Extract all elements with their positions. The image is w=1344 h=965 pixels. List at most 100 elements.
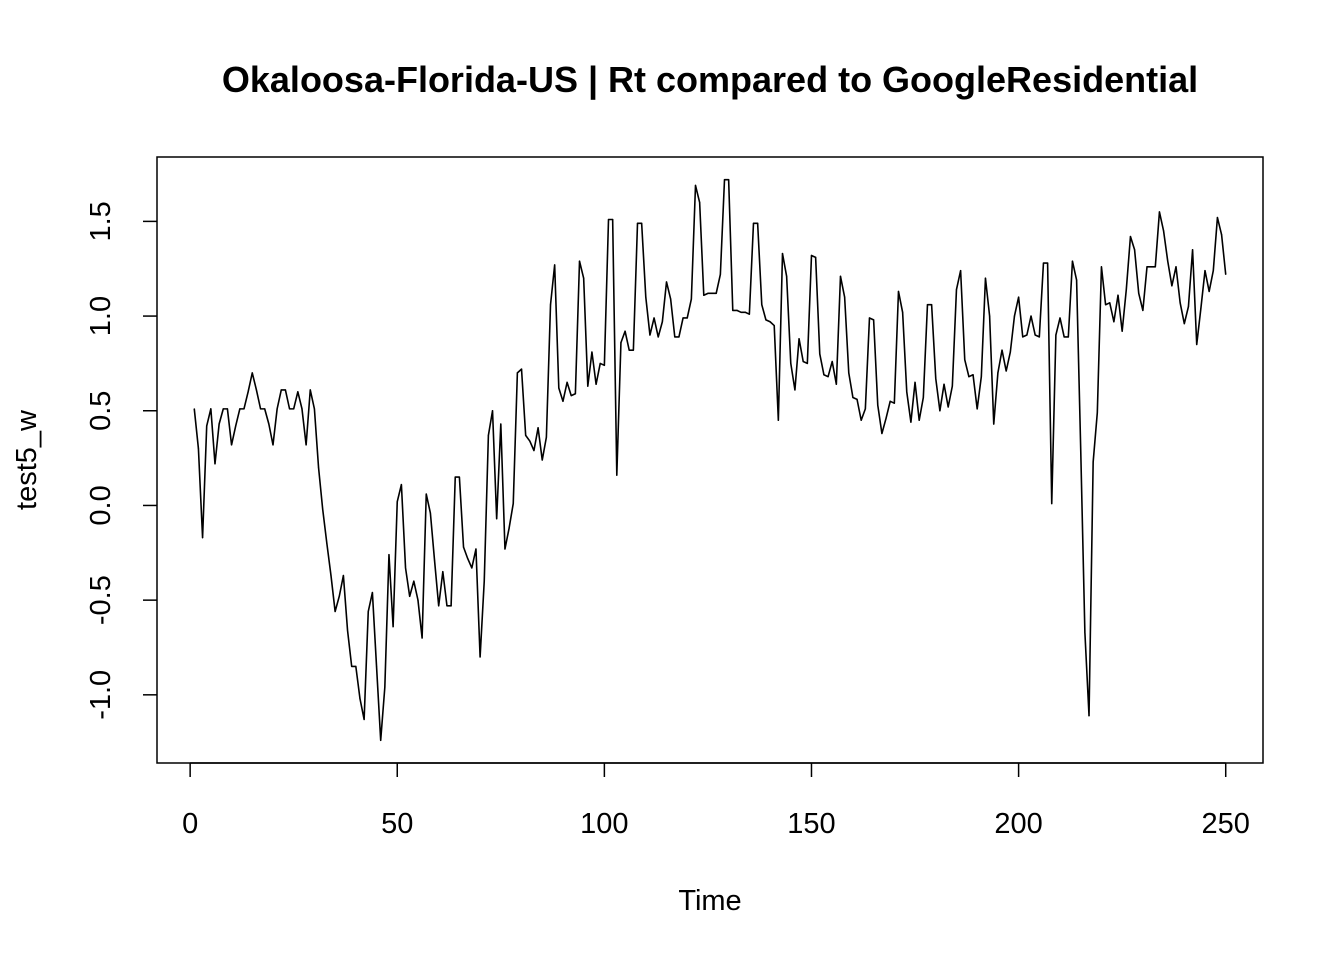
data-point <box>761 304 763 306</box>
data-point <box>206 425 208 427</box>
data-point <box>578 260 581 262</box>
data-point <box>446 605 448 607</box>
data-point <box>906 391 908 393</box>
x-axis-label: Time <box>678 885 741 917</box>
data-point <box>835 383 837 385</box>
data-point <box>533 449 535 452</box>
data-point <box>1150 266 1152 268</box>
y-tick-label: 0.5 <box>85 391 117 431</box>
data-point <box>964 359 966 361</box>
data-point <box>1138 292 1140 294</box>
data-point <box>243 408 245 410</box>
data-point <box>728 179 730 181</box>
data-point <box>367 610 369 613</box>
data-point <box>1038 336 1040 338</box>
data-point <box>943 383 945 385</box>
data-point <box>404 567 407 569</box>
data-point <box>421 637 423 639</box>
data-point <box>351 665 353 668</box>
data-point <box>881 432 883 435</box>
data-point <box>1125 288 1127 291</box>
data-point <box>848 372 850 374</box>
data-point <box>1191 249 1194 251</box>
data-point <box>1092 461 1094 463</box>
data-point <box>371 591 373 594</box>
data-point <box>715 292 717 294</box>
data-point <box>960 270 962 272</box>
data-point <box>723 179 726 181</box>
y-tick-label: -0.5 <box>85 575 117 625</box>
data-point <box>686 317 688 319</box>
data-point <box>997 372 999 374</box>
data-point <box>1051 502 1053 505</box>
data-point <box>375 665 378 668</box>
data-point <box>1204 270 1206 272</box>
data-point <box>1113 321 1115 323</box>
data-point <box>1009 351 1011 353</box>
data-point <box>819 353 821 355</box>
data-point <box>201 537 204 539</box>
data-point <box>429 512 431 514</box>
y-tick-label: -1.0 <box>85 670 117 720</box>
data-point <box>541 459 543 461</box>
data-point <box>984 277 987 279</box>
data-point <box>1018 296 1020 298</box>
data-point <box>1146 266 1148 268</box>
data-point <box>599 362 601 365</box>
data-point <box>802 360 804 363</box>
data-point <box>272 444 274 446</box>
data-point <box>317 466 320 469</box>
data-point <box>790 362 792 365</box>
data-point <box>400 484 402 486</box>
data-point <box>612 218 614 221</box>
x-axis: 0 50 100 150 200 250 <box>182 762 1250 840</box>
data-point <box>1059 317 1061 319</box>
data-point <box>860 419 862 421</box>
data-point <box>545 436 547 438</box>
x-tick-label: 100 <box>580 808 628 840</box>
data-point <box>1084 631 1086 633</box>
data-point <box>620 341 622 344</box>
data-point <box>752 222 755 224</box>
data-point <box>823 374 825 376</box>
data-point <box>218 423 220 425</box>
data-point <box>1121 330 1123 332</box>
data-point <box>989 315 991 317</box>
data-point <box>1076 279 1078 281</box>
x-tick-label: 0 <box>182 808 198 840</box>
data-point <box>918 419 920 421</box>
data-point <box>309 389 311 391</box>
data-point <box>574 393 576 395</box>
y-tick-label: 1.5 <box>85 201 117 241</box>
data-point <box>636 222 639 224</box>
data-point <box>864 408 866 410</box>
data-point <box>616 474 618 476</box>
data-point <box>1030 315 1032 317</box>
data-point <box>297 391 299 393</box>
data-point <box>442 571 444 573</box>
data-point <box>628 349 630 351</box>
data-point <box>583 277 585 279</box>
data-point <box>305 444 307 446</box>
data-point <box>744 311 746 313</box>
data-point <box>645 296 647 298</box>
data-point <box>955 288 958 291</box>
data-point <box>268 423 270 425</box>
data-point <box>235 425 237 427</box>
data-point <box>1022 336 1024 338</box>
data-point <box>827 376 829 378</box>
data-point <box>1179 302 1181 304</box>
data-point <box>951 385 953 387</box>
data-point <box>607 218 610 221</box>
data-point <box>947 406 949 408</box>
data-point <box>1162 230 1165 232</box>
data-point <box>889 400 891 402</box>
data-point <box>562 400 564 402</box>
data-point <box>690 298 692 300</box>
data-point <box>338 595 340 597</box>
data-point <box>346 629 349 632</box>
data-point <box>902 311 904 313</box>
data-point <box>674 336 676 338</box>
data-point <box>868 317 871 319</box>
data-point <box>491 410 494 412</box>
